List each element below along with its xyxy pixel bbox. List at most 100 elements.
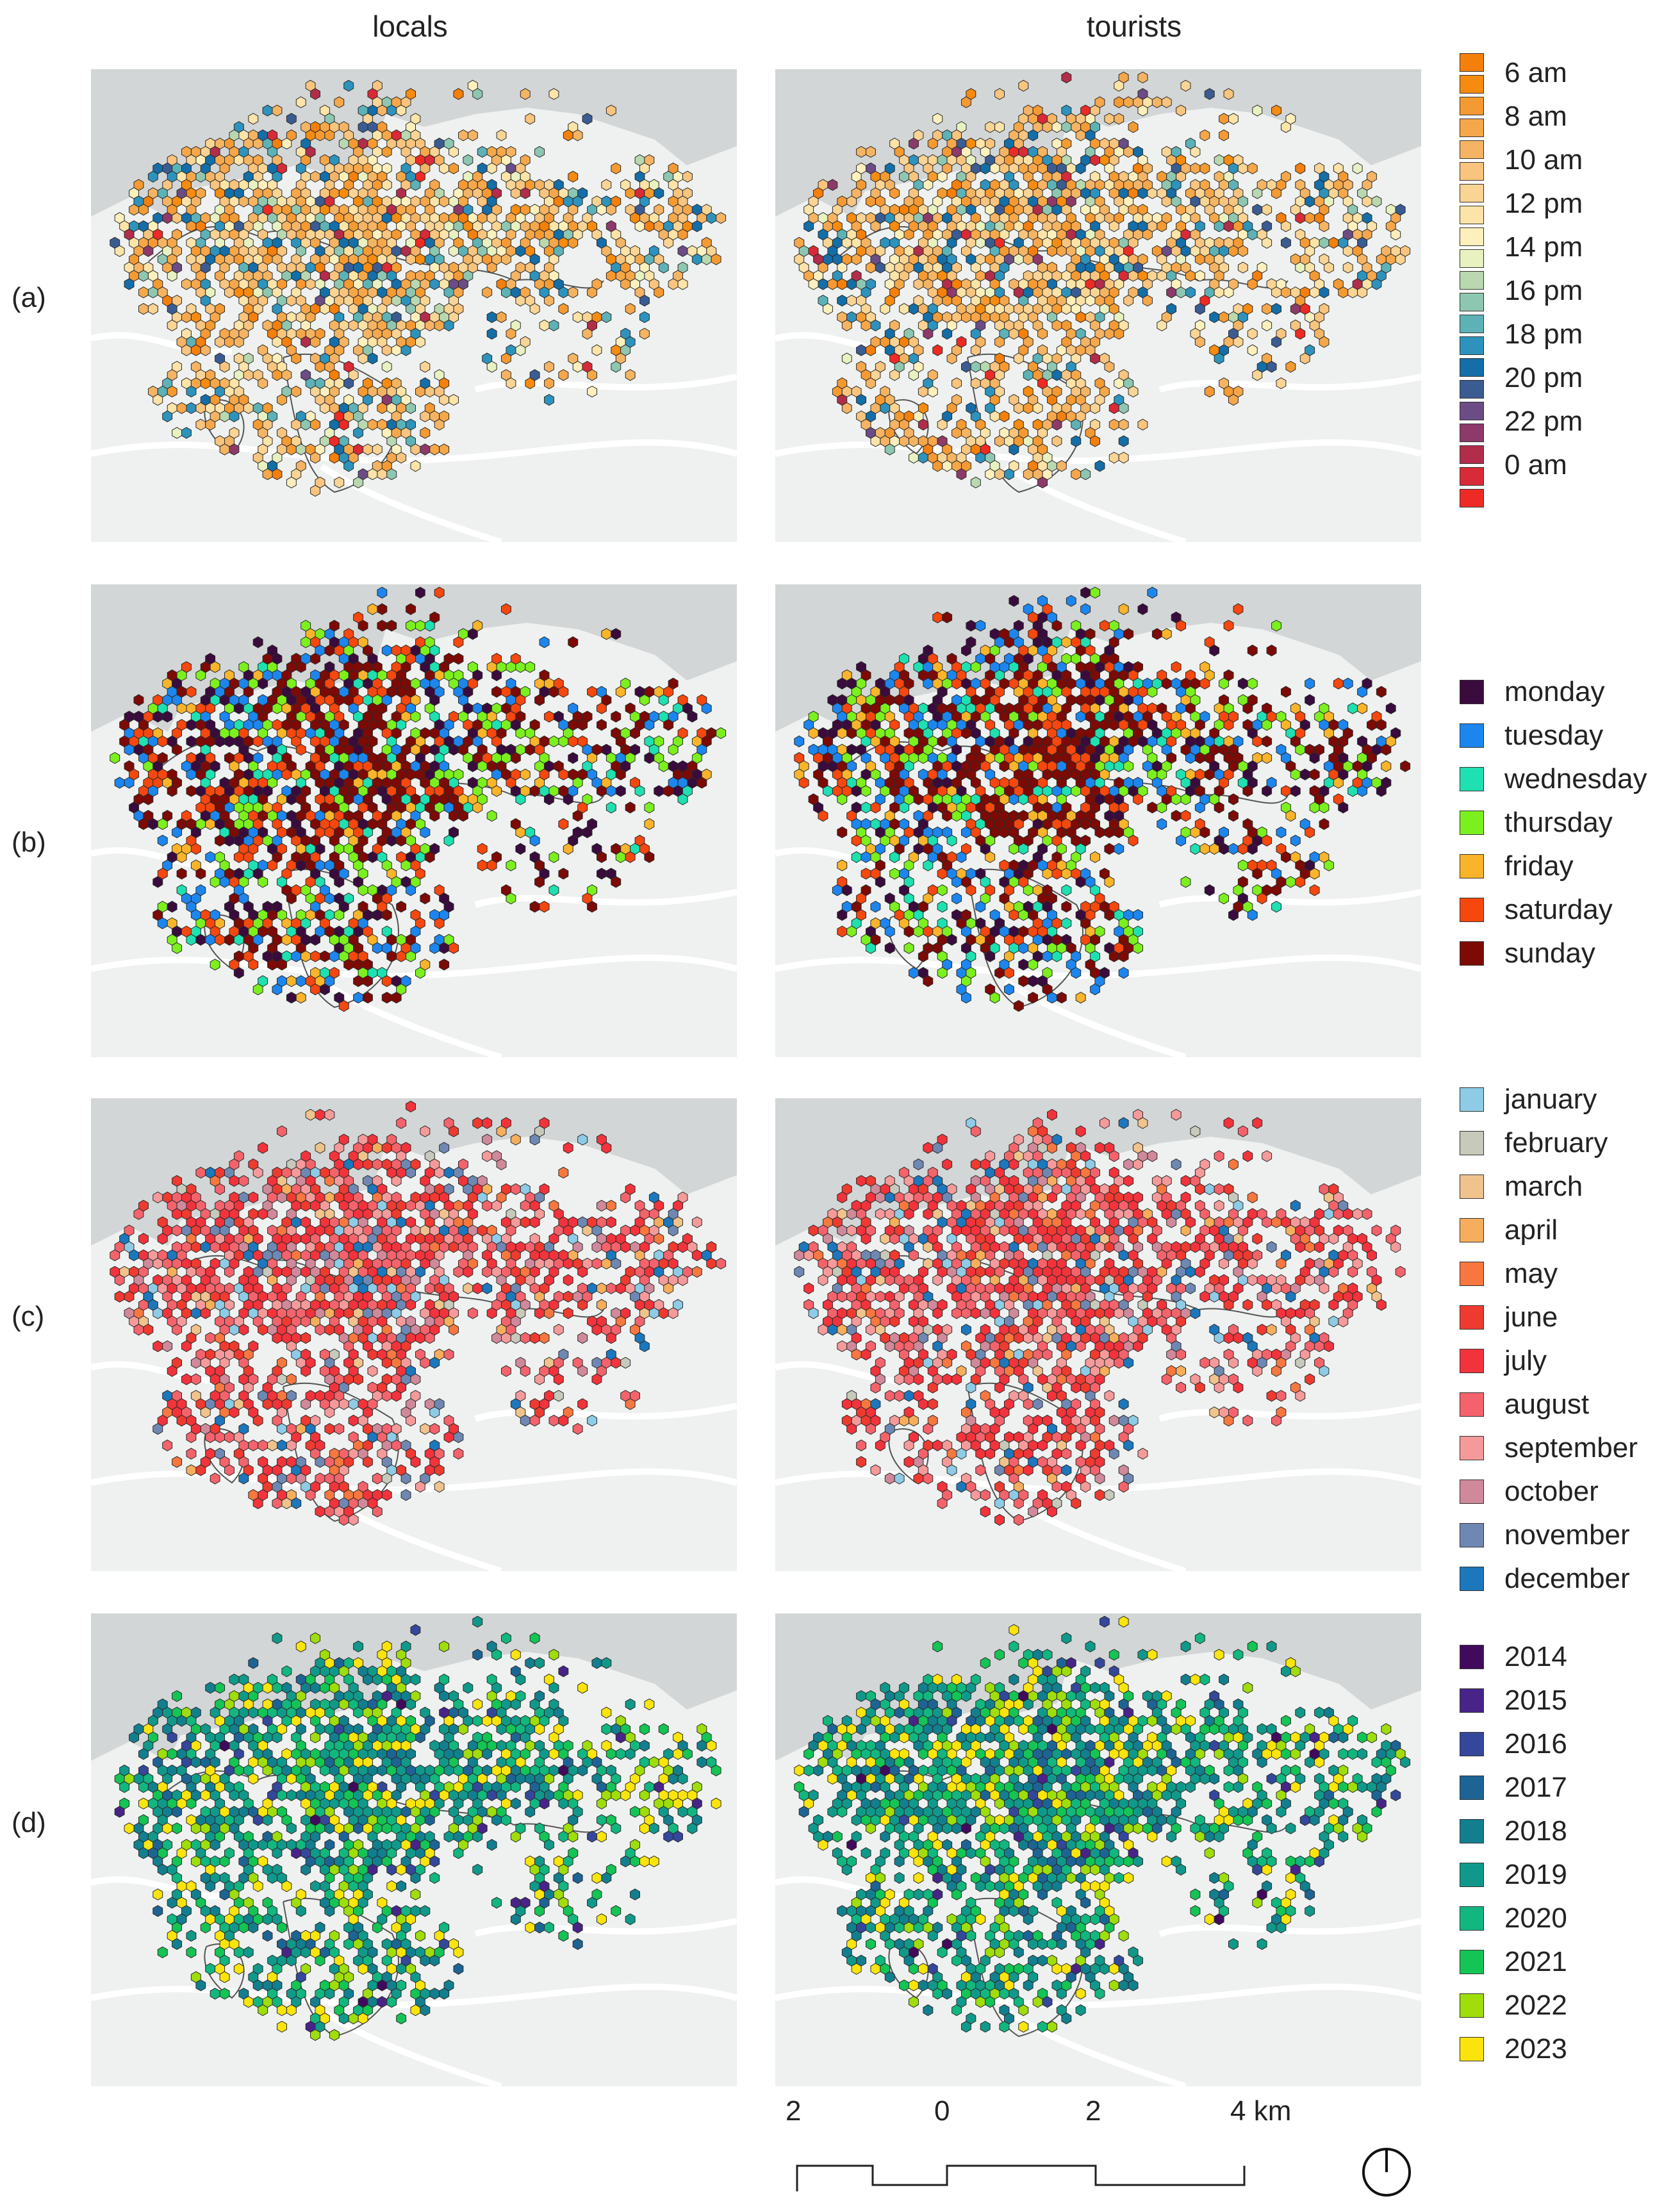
- hexbin-cell: [133, 694, 144, 706]
- hexbin-cell: [682, 170, 693, 183]
- hexbin-cell: [396, 900, 407, 913]
- hexbin-cell: [597, 785, 607, 797]
- hexbin-cell: [200, 344, 211, 356]
- hexbin-cell: [1013, 352, 1024, 365]
- hexbin-cell: [1385, 702, 1396, 714]
- hexbin-cell: [605, 104, 616, 117]
- hexbin-cell: [386, 468, 397, 481]
- hexbin-cell: [415, 586, 425, 599]
- hexbin-cell: [903, 228, 914, 241]
- hexbin-cell: [315, 1109, 325, 1121]
- hexbin-cell: [1390, 228, 1401, 241]
- hexbin-cell: [544, 361, 554, 373]
- hexbin-cell: [937, 735, 948, 748]
- hexbin-cell: [143, 245, 154, 257]
- map-weekday-locals: [91, 584, 737, 1057]
- hexbin-cell: [1214, 286, 1224, 299]
- hexbin-cell: [200, 377, 211, 390]
- hexbin-cell: [262, 468, 273, 481]
- hexbin-cell: [310, 484, 320, 497]
- hexbin-cell: [1118, 950, 1129, 962]
- hexbin-cell: [1319, 220, 1330, 233]
- hexbin-cell: [367, 603, 378, 615]
- hexbin-cell: [823, 785, 833, 797]
- hexbin-cell: [381, 1142, 392, 1154]
- hexbin-cell: [1299, 352, 1310, 365]
- road: [91, 847, 233, 871]
- hexbin-cell: [286, 975, 297, 987]
- hexbin-cell: [937, 884, 948, 896]
- hexbin-cell: [568, 636, 579, 648]
- hexbin-cell: [195, 934, 206, 946]
- hexbin-cell: [186, 735, 197, 748]
- hexbin-cell: [400, 859, 411, 871]
- hexbin-cell: [687, 711, 698, 723]
- hexbin-cell: [429, 810, 440, 822]
- hexbin-cell: [277, 393, 287, 406]
- hexbin-cell: [157, 917, 168, 930]
- hexbin-cell: [1128, 121, 1139, 133]
- hexbin-cell: [439, 942, 450, 954]
- hexbin-cell: [861, 785, 871, 797]
- hexbin-cell: [558, 369, 569, 381]
- hexbin-cell: [295, 975, 306, 987]
- hexbin-cell: [1338, 286, 1349, 299]
- hexbin-cell: [186, 686, 197, 698]
- hexbin-cell: [1090, 851, 1100, 863]
- hexbin-cell: [162, 212, 173, 224]
- hexbin-cell: [1371, 278, 1382, 290]
- hexbin-cell: [1009, 793, 1019, 805]
- hexbin-cell: [1047, 991, 1057, 1004]
- hexbin-cell: [875, 261, 885, 274]
- hexbin-cell: [310, 88, 320, 100]
- hexbin-cell: [1194, 752, 1205, 764]
- hexbin-cell: [582, 113, 593, 125]
- hexbin-cell: [167, 270, 177, 282]
- hexbin-cell: [315, 129, 325, 142]
- hexbin-cell: [486, 327, 497, 340]
- hexbin-cell: [1037, 327, 1048, 340]
- hexbin-cell: [491, 785, 502, 797]
- hexbin-cell: [846, 278, 857, 290]
- hexbin-cell: [1309, 868, 1320, 880]
- hexbin-cell: [1114, 826, 1124, 839]
- hexbin-cell: [396, 834, 407, 847]
- hexbin-cell: [909, 435, 919, 447]
- hexbin-cell: [1271, 187, 1281, 199]
- hexbin-cell: [1028, 975, 1039, 987]
- hexbin-cell: [525, 113, 536, 125]
- hexbin-cell: [515, 661, 526, 673]
- hexbin-cell: [386, 104, 397, 117]
- hexbin-cell: [486, 311, 497, 324]
- hexbin-cell: [363, 991, 373, 1004]
- hexbin-cell: [994, 88, 1005, 100]
- hexbin-cell: [989, 162, 1000, 174]
- hexbin-cell: [615, 686, 626, 698]
- hexbin-cell: [491, 686, 502, 698]
- hexbin-cell: [605, 785, 616, 797]
- road: [91, 332, 233, 356]
- hexbin-cell: [1108, 418, 1119, 431]
- hexbin-cell: [1042, 868, 1053, 880]
- hexbin-cell: [305, 278, 316, 290]
- hexbin-cell: [889, 187, 900, 199]
- hexbin-cell: [923, 925, 934, 937]
- hexbin-cell: [248, 959, 259, 971]
- hexbin-cell: [568, 286, 579, 299]
- hexbin-cell: [486, 810, 497, 822]
- hexbin-cell: [429, 443, 440, 456]
- hexbin-cell: [1028, 129, 1039, 142]
- hexbin-cell: [205, 818, 216, 830]
- hexbin-cell: [994, 121, 1005, 133]
- hexbin-cell: [449, 145, 459, 158]
- hexbin-cell: [377, 620, 388, 632]
- hexbin-cell: [172, 212, 182, 224]
- hexbin-cell: [147, 170, 158, 183]
- hexbin-cell: [501, 286, 511, 299]
- hexbin-cell: [985, 121, 996, 133]
- hexbin-cell: [258, 1142, 268, 1154]
- hexbin-cell: [1299, 768, 1310, 780]
- hexbin-cell: [837, 727, 848, 739]
- hexbin-cell: [880, 302, 891, 315]
- hexbin-cell: [515, 826, 526, 839]
